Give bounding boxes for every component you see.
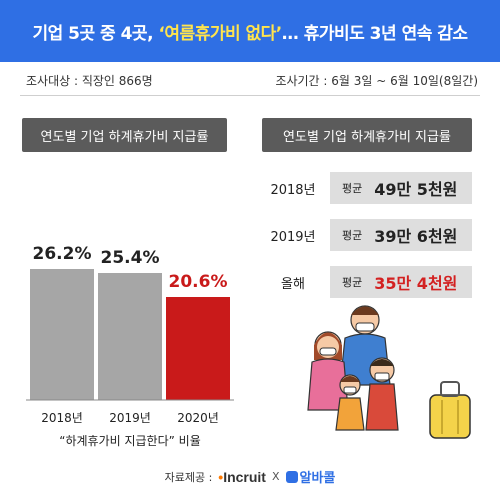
left-panel-title: 연도별 기업 하계휴가비 지급률 — [22, 118, 227, 152]
incruit-dot-icon: • — [218, 468, 224, 485]
headline-part2: … 휴가비도 3년 연속 감소 — [281, 23, 468, 44]
incruit-logo: •Incruit — [218, 469, 266, 485]
average-value-highlight: 35만 4천원 — [374, 274, 458, 293]
category-label: 2018년 — [41, 411, 83, 425]
bar-2019년 — [98, 273, 162, 400]
bar-value-label: 20.6% — [169, 272, 228, 292]
average-row-2018: 2018년 평균 49만 5천원 — [262, 172, 472, 204]
headline: 기업 5곳 중 4곳, ‘여름휴가비 없다’… 휴가비도 3년 연속 감소 — [32, 19, 468, 44]
girl-figure — [335, 374, 365, 431]
source-label: 자료제공 : — [164, 470, 213, 484]
average-year: 2018년 — [270, 183, 316, 198]
albacall-logo: 알바콜 — [285, 467, 336, 486]
source-credit: 자료제공 : •Incruit X 알바콜 — [0, 467, 500, 487]
average-label: 평균 — [342, 276, 363, 289]
average-pill: 평균 39만 6천원 — [330, 219, 472, 251]
mother-figure — [307, 331, 349, 411]
chart-caption: “하계휴가비 지급한다” 비율 — [59, 434, 201, 448]
source-separator: X — [271, 470, 280, 483]
right-panel-title: 연도별 기업 하계휴가비 지급률 — [262, 118, 472, 152]
average-year: 올해 — [281, 277, 305, 292]
bar-value-label: 26.2% — [33, 244, 92, 264]
incruit-logo-text: Incruit — [223, 468, 266, 485]
bar-2018년 — [30, 269, 94, 400]
albacall-icon — [285, 470, 298, 483]
category-label: 2020년 — [177, 411, 219, 425]
average-pill: 평균 35만 4천원 — [330, 266, 472, 298]
category-label: 2019년 — [109, 411, 151, 425]
divider — [20, 95, 480, 96]
header-banner: 기업 5곳 중 4곳, ‘여름휴가비 없다’… 휴가비도 3년 연속 감소 — [0, 0, 500, 62]
average-value: 39만 6천원 — [374, 227, 458, 246]
average-year: 2019년 — [270, 230, 316, 245]
suitcase-icon — [429, 381, 471, 439]
headline-part1: 기업 5곳 중 4곳, — [32, 23, 159, 44]
average-row-2019: 2019년 평균 39만 6천원 — [262, 219, 472, 251]
average-label: 평균 — [342, 182, 363, 195]
average-label: 평균 — [342, 229, 363, 242]
survey-subject: 조사대상 : 직장인 866명 — [26, 74, 153, 88]
bar-value-label: 25.4% — [101, 248, 160, 268]
headline-highlight: ‘여름휴가비 없다’ — [158, 23, 282, 44]
average-row-this-year: 올해 평균 35만 4천원 — [262, 266, 472, 298]
boy-figure — [365, 357, 399, 431]
family-illustration — [307, 305, 471, 439]
average-value: 49만 5천원 — [374, 180, 458, 199]
albacall-logo-text: 알바콜 — [299, 471, 336, 486]
average-pill: 평균 49만 5천원 — [330, 172, 472, 204]
bar-2020년 — [166, 297, 230, 400]
bar-chart: 26.2% 2018년 25.4% 2019년 20.6% 2020년 — [26, 244, 234, 425]
survey-period: 조사기간 : 6월 3일 ~ 6월 10일(8일간) — [275, 74, 478, 88]
